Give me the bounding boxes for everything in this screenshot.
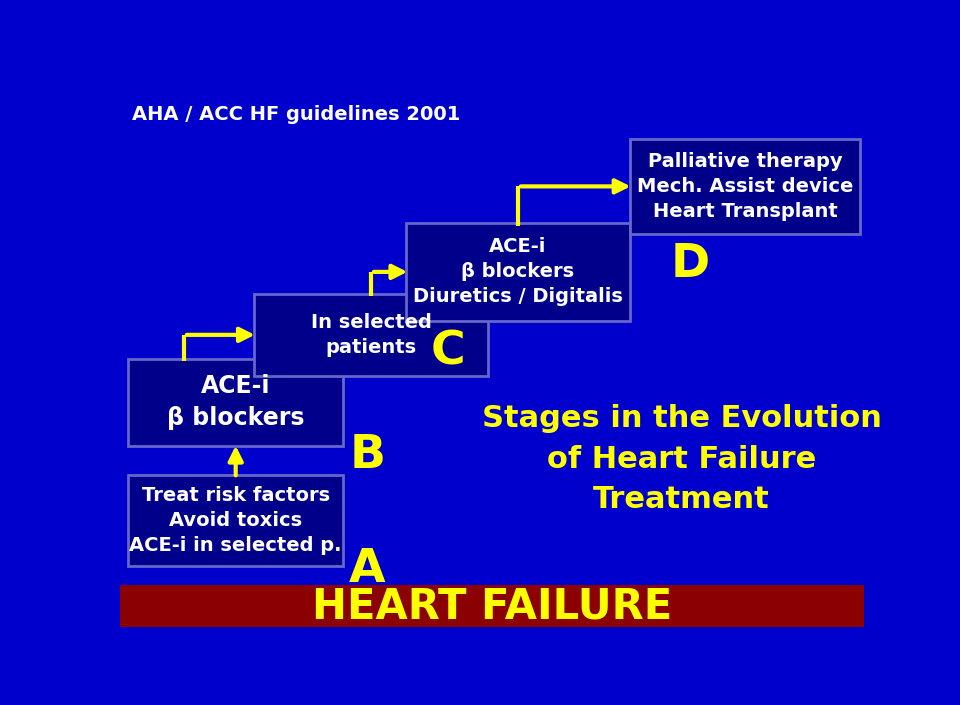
Text: Palliative therapy
Mech. Assist device
Heart Transplant: Palliative therapy Mech. Assist device H… — [636, 152, 853, 221]
Text: Stages in the Evolution
of Heart Failure
Treatment: Stages in the Evolution of Heart Failure… — [482, 404, 881, 514]
Text: A: A — [349, 547, 386, 592]
Text: In selected
patients: In selected patients — [311, 313, 432, 357]
Text: D: D — [670, 242, 709, 287]
FancyBboxPatch shape — [630, 139, 860, 234]
FancyBboxPatch shape — [406, 223, 630, 321]
Text: ACE-i
β blockers: ACE-i β blockers — [167, 374, 304, 430]
Text: C: C — [430, 330, 465, 375]
FancyBboxPatch shape — [129, 475, 344, 566]
Text: ACE-i
β blockers
Diuretics / Digitalis: ACE-i β blockers Diuretics / Digitalis — [413, 238, 623, 307]
FancyBboxPatch shape — [253, 293, 489, 376]
FancyBboxPatch shape — [129, 359, 344, 446]
Text: AHA / ACC HF guidelines 2001: AHA / ACC HF guidelines 2001 — [132, 105, 460, 124]
Text: B: B — [349, 433, 385, 478]
Text: HEART FAILURE: HEART FAILURE — [312, 585, 672, 627]
Text: Treat risk factors
Avoid toxics
ACE-i in selected p.: Treat risk factors Avoid toxics ACE-i in… — [130, 486, 342, 556]
Bar — [120, 585, 864, 627]
